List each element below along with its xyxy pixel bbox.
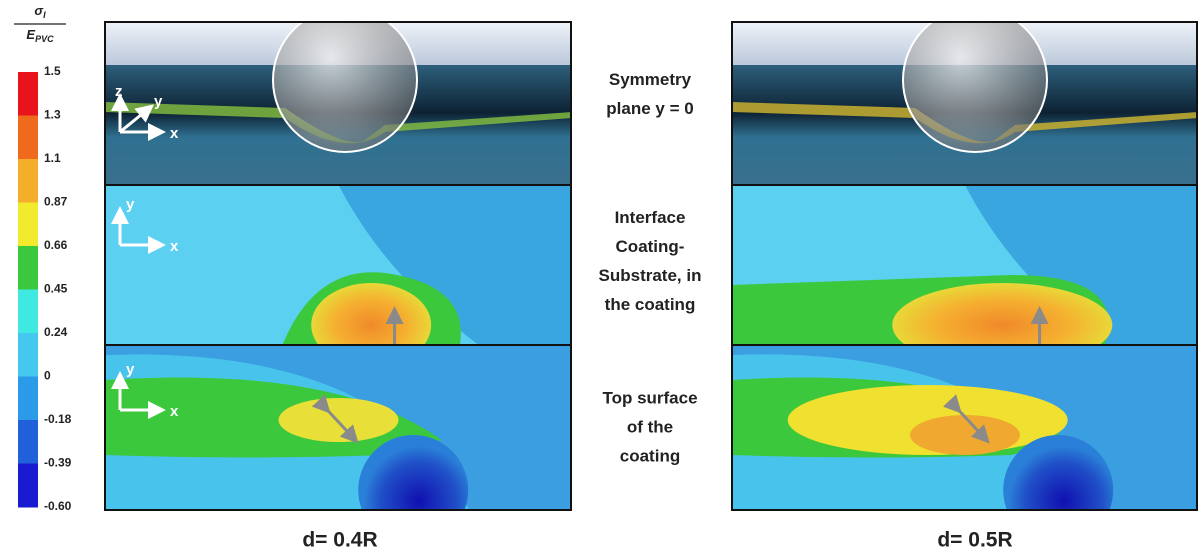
colorbar-label: -0.60 <box>44 499 72 513</box>
colorbar-segment <box>18 72 38 116</box>
colorbar-label: -0.18 <box>44 412 72 426</box>
colorbar-label: 0.45 <box>44 282 68 296</box>
hole <box>1003 435 1113 545</box>
colorbar-segment <box>18 116 38 160</box>
subscript: PVC <box>35 34 54 44</box>
row-label: Top surface <box>602 388 697 407</box>
row-label: of the <box>627 417 673 436</box>
row-label: Symmetry <box>609 70 692 89</box>
axis-letter: x <box>170 403 179 420</box>
row-label: Interface <box>615 208 686 227</box>
colorbar-label: 0.66 <box>44 238 68 252</box>
colorbar-numerator: σI <box>34 3 46 20</box>
axis-letter: y <box>154 93 163 110</box>
colorbar-label: 1.1 <box>44 151 61 165</box>
indenter <box>273 8 417 152</box>
colorbar-denominator: EPVC <box>26 27 54 44</box>
axis-letter: x <box>170 125 179 142</box>
row-label: Substrate, in <box>599 266 702 285</box>
panel <box>732 185 1198 367</box>
colorbar-segment <box>18 420 38 464</box>
colorbar-label: 1.3 <box>44 108 61 122</box>
axis-letter: y <box>126 361 135 378</box>
panel <box>105 8 572 185</box>
colorbar-segment <box>18 333 38 377</box>
axis-letter: x <box>170 238 179 255</box>
column-label: d= 0.5R <box>937 529 1012 552</box>
symbol: E <box>26 27 35 42</box>
column-label: d= 0.4R <box>302 529 377 552</box>
colorbar-segment <box>18 377 38 421</box>
subscript: I <box>43 10 46 20</box>
colorbar-label: 0.24 <box>44 325 68 339</box>
colorbar-label: -0.39 <box>44 456 72 470</box>
colorbar-label: 1.5 <box>44 64 61 78</box>
axis-letter: z <box>115 83 123 100</box>
orange-zone <box>910 415 1020 455</box>
colorbar-segment <box>18 203 38 247</box>
colorbar-segment <box>18 464 38 508</box>
colorbar-label: 0.87 <box>44 195 68 209</box>
panel <box>732 345 1198 545</box>
colorbar-segment <box>18 246 38 290</box>
colorbar-label: 0 <box>44 369 51 383</box>
row-label: the coating <box>605 295 696 314</box>
indenter <box>903 8 1047 152</box>
colorbar: σI EPVC 1.5 1.3 1.1 0.87 0.66 0.45 0.24 0 -0.18 -0.… <box>14 3 72 513</box>
panel <box>105 345 572 545</box>
panel <box>105 185 572 367</box>
row-label: Coating- <box>616 237 685 256</box>
row-label: plane y = 0 <box>606 99 693 118</box>
colorbar-segment <box>18 290 38 334</box>
colorbar-segment <box>18 159 38 203</box>
panel <box>732 8 1198 185</box>
row-label: coating <box>620 446 680 465</box>
figure: σI EPVC 1.5 1.3 1.1 0.87 0.66 0.45 0.24 0 -0.18 -0.… <box>0 0 1198 557</box>
axis-letter: y <box>126 196 135 213</box>
